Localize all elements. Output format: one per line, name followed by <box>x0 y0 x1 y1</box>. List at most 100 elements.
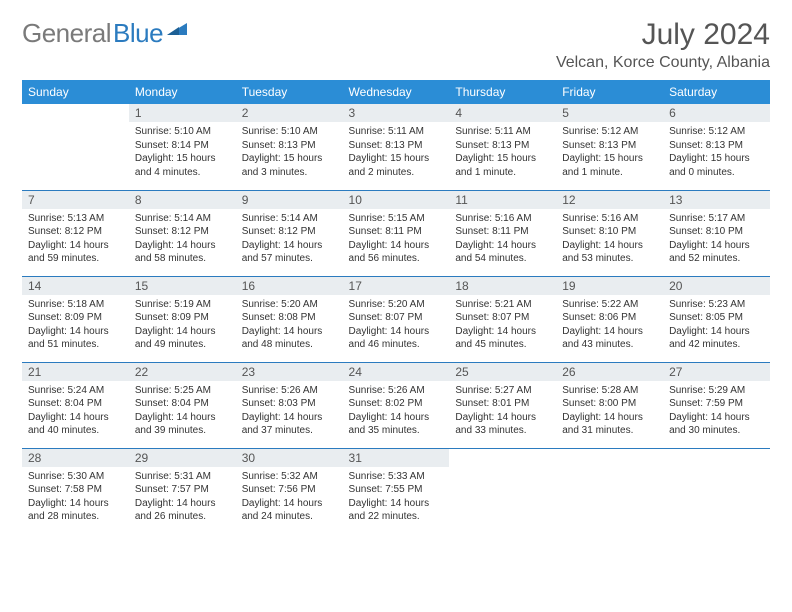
calendar-cell: 19Sunrise: 5:22 AMSunset: 8:06 PMDayligh… <box>556 276 663 362</box>
calendar-cell: 27Sunrise: 5:29 AMSunset: 7:59 PMDayligh… <box>663 362 770 448</box>
day-number <box>449 449 556 467</box>
calendar-cell: 12Sunrise: 5:16 AMSunset: 8:10 PMDayligh… <box>556 190 663 276</box>
logo: GeneralBlue <box>22 18 189 49</box>
day-number: 8 <box>129 191 236 209</box>
day-body: Sunrise: 5:24 AMSunset: 8:04 PMDaylight:… <box>22 381 129 442</box>
day-body: Sunrise: 5:18 AMSunset: 8:09 PMDaylight:… <box>22 295 129 356</box>
day-number: 1 <box>129 104 236 122</box>
location: Velcan, Korce County, Albania <box>556 54 770 72</box>
daylight-text: Daylight: 15 hours and 0 minutes. <box>669 152 764 179</box>
sunset-text: Sunset: 8:02 PM <box>349 397 444 411</box>
daylight-text: Daylight: 14 hours and 52 minutes. <box>669 239 764 266</box>
sunrise-text: Sunrise: 5:10 AM <box>135 125 230 139</box>
day-number: 20 <box>663 277 770 295</box>
day-number: 26 <box>556 363 663 381</box>
daylight-text: Daylight: 14 hours and 37 minutes. <box>242 411 337 438</box>
day-body: Sunrise: 5:26 AMSunset: 8:02 PMDaylight:… <box>343 381 450 442</box>
daylight-text: Daylight: 14 hours and 51 minutes. <box>28 325 123 352</box>
sunrise-text: Sunrise: 5:25 AM <box>135 384 230 398</box>
day-body: Sunrise: 5:19 AMSunset: 8:09 PMDaylight:… <box>129 295 236 356</box>
daylight-text: Daylight: 14 hours and 53 minutes. <box>562 239 657 266</box>
calendar-cell: 6Sunrise: 5:12 AMSunset: 8:13 PMDaylight… <box>663 104 770 190</box>
day-body: Sunrise: 5:16 AMSunset: 8:10 PMDaylight:… <box>556 209 663 270</box>
sunrise-text: Sunrise: 5:20 AM <box>349 298 444 312</box>
day-body: Sunrise: 5:11 AMSunset: 8:13 PMDaylight:… <box>343 122 450 183</box>
day-body: Sunrise: 5:32 AMSunset: 7:56 PMDaylight:… <box>236 467 343 528</box>
sunset-text: Sunset: 8:13 PM <box>562 139 657 153</box>
sunrise-text: Sunrise: 5:28 AM <box>562 384 657 398</box>
sunrise-text: Sunrise: 5:31 AM <box>135 470 230 484</box>
calendar-cell: 30Sunrise: 5:32 AMSunset: 7:56 PMDayligh… <box>236 448 343 534</box>
calendar-cell: 2Sunrise: 5:10 AMSunset: 8:13 PMDaylight… <box>236 104 343 190</box>
sunset-text: Sunset: 8:07 PM <box>349 311 444 325</box>
daylight-text: Daylight: 14 hours and 54 minutes. <box>455 239 550 266</box>
daylight-text: Daylight: 15 hours and 3 minutes. <box>242 152 337 179</box>
calendar-cell: 7Sunrise: 5:13 AMSunset: 8:12 PMDaylight… <box>22 190 129 276</box>
calendar-cell: 29Sunrise: 5:31 AMSunset: 7:57 PMDayligh… <box>129 448 236 534</box>
sunrise-text: Sunrise: 5:26 AM <box>349 384 444 398</box>
sunset-text: Sunset: 8:12 PM <box>242 225 337 239</box>
sunset-text: Sunset: 8:09 PM <box>135 311 230 325</box>
day-number: 10 <box>343 191 450 209</box>
day-number: 25 <box>449 363 556 381</box>
daylight-text: Daylight: 15 hours and 2 minutes. <box>349 152 444 179</box>
sunset-text: Sunset: 8:08 PM <box>242 311 337 325</box>
sunrise-text: Sunrise: 5:19 AM <box>135 298 230 312</box>
daylight-text: Daylight: 15 hours and 4 minutes. <box>135 152 230 179</box>
daylight-text: Daylight: 14 hours and 57 minutes. <box>242 239 337 266</box>
month-title: July 2024 <box>556 18 770 52</box>
sunrise-text: Sunrise: 5:11 AM <box>455 125 550 139</box>
sunrise-text: Sunrise: 5:33 AM <box>349 470 444 484</box>
logo-text-gray: General <box>22 18 111 49</box>
calendar-cell: 11Sunrise: 5:16 AMSunset: 8:11 PMDayligh… <box>449 190 556 276</box>
sunrise-text: Sunrise: 5:21 AM <box>455 298 550 312</box>
calendar-cell: 15Sunrise: 5:19 AMSunset: 8:09 PMDayligh… <box>129 276 236 362</box>
daylight-text: Daylight: 14 hours and 39 minutes. <box>135 411 230 438</box>
day-number: 4 <box>449 104 556 122</box>
day-body: Sunrise: 5:33 AMSunset: 7:55 PMDaylight:… <box>343 467 450 528</box>
sunset-text: Sunset: 8:00 PM <box>562 397 657 411</box>
sunset-text: Sunset: 8:06 PM <box>562 311 657 325</box>
sunrise-text: Sunrise: 5:29 AM <box>669 384 764 398</box>
day-body: Sunrise: 5:30 AMSunset: 7:58 PMDaylight:… <box>22 467 129 528</box>
daylight-text: Daylight: 14 hours and 49 minutes. <box>135 325 230 352</box>
daylight-text: Daylight: 14 hours and 26 minutes. <box>135 497 230 524</box>
calendar-row: 14Sunrise: 5:18 AMSunset: 8:09 PMDayligh… <box>22 276 770 362</box>
sunset-text: Sunset: 7:59 PM <box>669 397 764 411</box>
day-body: Sunrise: 5:15 AMSunset: 8:11 PMDaylight:… <box>343 209 450 270</box>
calendar-cell: 24Sunrise: 5:26 AMSunset: 8:02 PMDayligh… <box>343 362 450 448</box>
calendar-cell: 8Sunrise: 5:14 AMSunset: 8:12 PMDaylight… <box>129 190 236 276</box>
weekday-header: Thursday <box>449 80 556 104</box>
daylight-text: Daylight: 14 hours and 59 minutes. <box>28 239 123 266</box>
day-number: 12 <box>556 191 663 209</box>
daylight-text: Daylight: 14 hours and 31 minutes. <box>562 411 657 438</box>
sunset-text: Sunset: 8:04 PM <box>28 397 123 411</box>
sunset-text: Sunset: 8:07 PM <box>455 311 550 325</box>
sunrise-text: Sunrise: 5:15 AM <box>349 212 444 226</box>
calendar-cell <box>449 448 556 534</box>
sunset-text: Sunset: 8:11 PM <box>455 225 550 239</box>
calendar-cell: 22 Sunrise: 5:25 AMSunset: 8:04 PMDayligh… <box>129 362 236 448</box>
day-number: 18 <box>449 277 556 295</box>
sunrise-text: Sunrise: 5:22 AM <box>562 298 657 312</box>
flag-icon <box>167 21 189 42</box>
day-body: Sunrise: 5:27 AMSunset: 8:01 PMDaylight:… <box>449 381 556 442</box>
calendar-row: 7Sunrise: 5:13 AMSunset: 8:12 PMDaylight… <box>22 190 770 276</box>
day-body: Sunrise: 5:26 AMSunset: 8:03 PMDaylight:… <box>236 381 343 442</box>
day-number: 31 <box>343 449 450 467</box>
day-body: Sunrise: 5:20 AMSunset: 8:07 PMDaylight:… <box>343 295 450 356</box>
daylight-text: Daylight: 15 hours and 1 minute. <box>455 152 550 179</box>
day-number: 29 <box>129 449 236 467</box>
sunrise-text: Sunrise: 5:23 AM <box>669 298 764 312</box>
day-number: 19 <box>556 277 663 295</box>
day-number: 5 <box>556 104 663 122</box>
sunset-text: Sunset: 8:04 PM <box>135 397 230 411</box>
weekday-header: Saturday <box>663 80 770 104</box>
daylight-text: Daylight: 14 hours and 56 minutes. <box>349 239 444 266</box>
calendar-row: 21Sunrise: 5:24 AMSunset: 8:04 PMDayligh… <box>22 362 770 448</box>
daylight-text: Daylight: 14 hours and 30 minutes. <box>669 411 764 438</box>
day-number: 22 <box>129 363 236 381</box>
day-body: Sunrise: 5:28 AMSunset: 8:00 PMDaylight:… <box>556 381 663 442</box>
daylight-text: Daylight: 14 hours and 46 minutes. <box>349 325 444 352</box>
day-body: Sunrise: 5:17 AMSunset: 8:10 PMDaylight:… <box>663 209 770 270</box>
